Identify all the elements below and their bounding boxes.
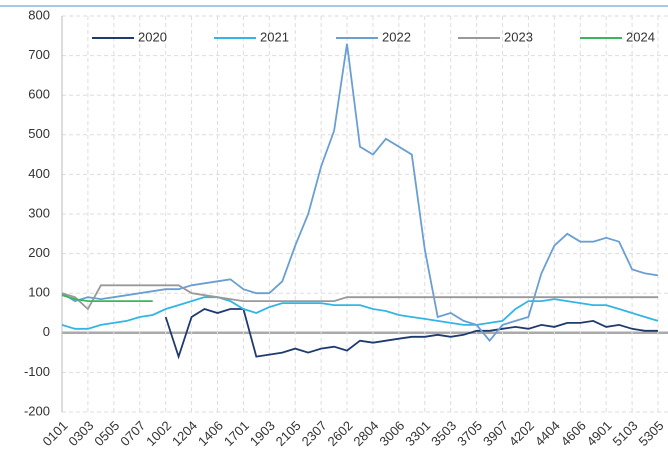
x-tick-label: 5305 <box>635 418 666 449</box>
x-tick-label: 3705 <box>454 418 485 449</box>
x-tick-label: 3907 <box>480 418 511 449</box>
x-tick-label: 3006 <box>376 418 407 449</box>
x-tick-label: 3503 <box>428 418 459 449</box>
legend-label: 2021 <box>260 29 289 44</box>
y-tick-label: 0 <box>43 324 50 339</box>
x-tick-label: 2307 <box>299 418 330 449</box>
series-line <box>61 284 658 311</box>
x-tick-label: 4901 <box>584 418 615 449</box>
x-tick-label: 1406 <box>195 418 226 449</box>
series-line <box>61 43 659 343</box>
y-tick-label: -200 <box>24 403 50 418</box>
legend-label: 2020 <box>138 29 167 44</box>
y-tick-label: 500 <box>28 126 50 141</box>
x-tick-label: 5103 <box>610 418 641 449</box>
x-tick-label: 2105 <box>273 418 304 449</box>
series-line <box>61 296 659 330</box>
x-tick-label: 3301 <box>402 418 433 449</box>
x-tick-label: 0505 <box>91 418 122 449</box>
x-tick-label: 0303 <box>65 418 96 449</box>
x-tick-label: 4606 <box>558 418 589 449</box>
x-tick-label: 1903 <box>247 418 278 449</box>
legend-label: 2022 <box>382 29 411 44</box>
legend-label: 2023 <box>504 29 533 44</box>
y-tick-label: 300 <box>28 205 50 220</box>
y-tick-label: 600 <box>28 87 50 102</box>
y-tick-label: 400 <box>28 166 50 181</box>
legend-label: 2024 <box>626 29 655 44</box>
x-tick-label: 4202 <box>506 418 537 449</box>
x-tick-label: 1002 <box>143 418 174 449</box>
y-tick-label: 800 <box>28 7 50 22</box>
x-tick-label: 2602 <box>325 418 356 449</box>
y-tick-label: 200 <box>28 245 50 260</box>
x-tick-label: 4404 <box>532 418 563 449</box>
series-line <box>164 308 658 360</box>
y-tick-label: 700 <box>28 47 50 62</box>
y-tick-label: 100 <box>28 285 50 300</box>
x-tick-label: 2804 <box>350 418 381 449</box>
y-tick-label: -100 <box>24 364 50 379</box>
x-tick-label: 1701 <box>221 418 252 449</box>
x-tick-label: 0101 <box>39 418 70 449</box>
x-tick-label: 1204 <box>169 418 200 449</box>
x-tick-label: 0707 <box>117 418 148 449</box>
series-line <box>61 294 153 302</box>
